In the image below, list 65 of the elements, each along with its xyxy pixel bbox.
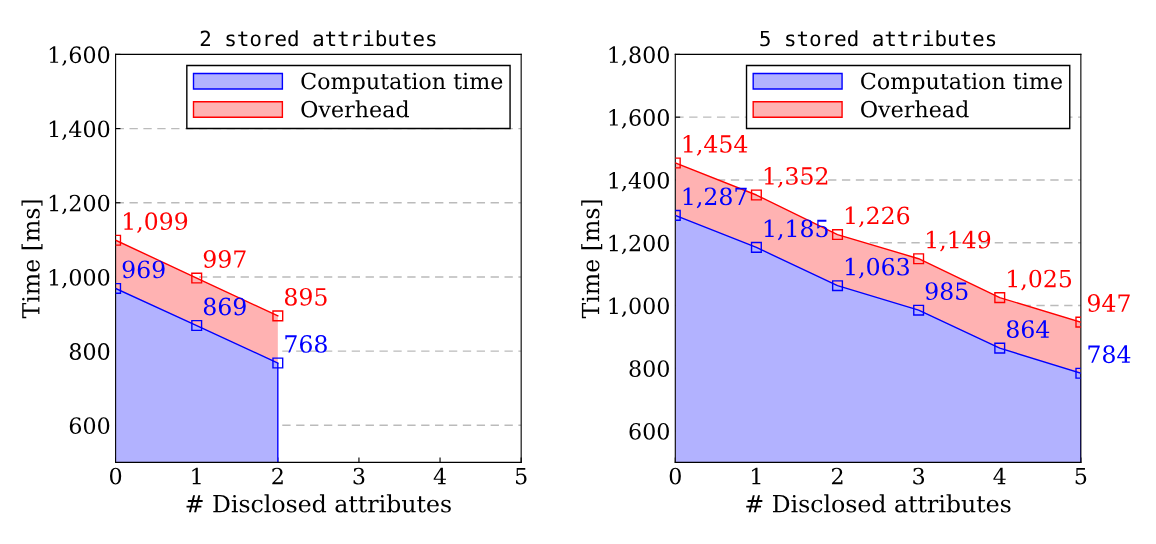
chart-title: 2 stored attributes <box>200 30 436 47</box>
y-tick-label: 1,200 <box>49 194 110 215</box>
x-tick-label: 0 <box>669 467 681 485</box>
data-label: 997 <box>203 250 246 268</box>
data-label: 768 <box>285 335 327 353</box>
data-label: 1,063 <box>845 257 909 279</box>
data-label: 1,025 <box>1008 269 1072 291</box>
data-label: 1,454 <box>683 135 748 156</box>
chart-title: 5 stored attributes <box>760 30 996 47</box>
legend-label: Computation time <box>301 72 503 94</box>
data-label: 869 <box>203 297 246 316</box>
point <box>994 292 1006 304</box>
y-tick-label: 600 <box>69 417 110 435</box>
x-tick-label: 2 <box>272 467 283 485</box>
x-tick-label: 5 <box>1075 467 1087 485</box>
point <box>913 253 925 265</box>
point <box>831 280 844 292</box>
x-tick-label: 1 <box>192 467 201 485</box>
data-label: 947 <box>1087 294 1130 312</box>
x-tick-label: 3 <box>913 467 925 485</box>
y-tick-label: 1,400 <box>609 171 669 192</box>
legend-label: Overhead <box>301 100 409 118</box>
x-axis-title: # Disclosed attributes <box>186 494 451 513</box>
data-label: 864 <box>1006 320 1050 339</box>
y-tick-label: 1,000 <box>609 297 669 317</box>
point <box>913 304 925 316</box>
y-tick-label: 600 <box>629 422 669 440</box>
y-axis-title: Time [ms] <box>21 200 43 319</box>
y-axis-title: Time [ms] <box>581 200 603 319</box>
y-tick-label: 1,400 <box>49 120 110 141</box>
data-label: 895 <box>284 287 327 306</box>
x-tick-label: 2 <box>831 467 843 485</box>
x-tick-label: 0 <box>110 467 122 485</box>
x-tick-label: 3 <box>353 467 365 485</box>
data-label: 1,226 <box>845 206 910 228</box>
data-label: 784 <box>1088 345 1131 364</box>
point <box>750 241 762 253</box>
point <box>831 228 844 241</box>
point <box>272 310 284 322</box>
y-tick-label: 1,800 <box>609 46 669 66</box>
x-tick-label: 4 <box>433 467 447 485</box>
data-label: 1,099 <box>124 212 188 233</box>
point <box>750 189 762 201</box>
y-tick-label: 1,200 <box>609 234 669 255</box>
x-axis-title: # Disclosed attributes <box>746 494 1011 513</box>
y-tick-label: 1,600 <box>609 109 669 129</box>
data-label: 1,352 <box>764 167 828 188</box>
y-tick-label: 1,600 <box>49 46 110 66</box>
point <box>994 342 1006 354</box>
point <box>191 272 203 284</box>
x-tick-label: 5 <box>515 467 527 485</box>
data-label: 1,149 <box>927 230 991 252</box>
x-tick-label: 1 <box>752 467 761 485</box>
y-tick-label: 1,000 <box>49 268 110 289</box>
point <box>191 319 203 332</box>
y-tick-label: 800 <box>629 360 669 377</box>
data-label: 969 <box>122 260 165 279</box>
data-label: 1,287 <box>683 187 747 209</box>
legend-label: Computation time <box>861 72 1062 94</box>
y-tick-label: 800 <box>69 343 110 360</box>
data-label: 1,185 <box>764 219 828 241</box>
x-tick-label: 4 <box>993 467 1006 485</box>
legend-label: Overhead <box>861 100 969 118</box>
data-label: 985 <box>925 282 968 301</box>
point <box>272 357 284 369</box>
